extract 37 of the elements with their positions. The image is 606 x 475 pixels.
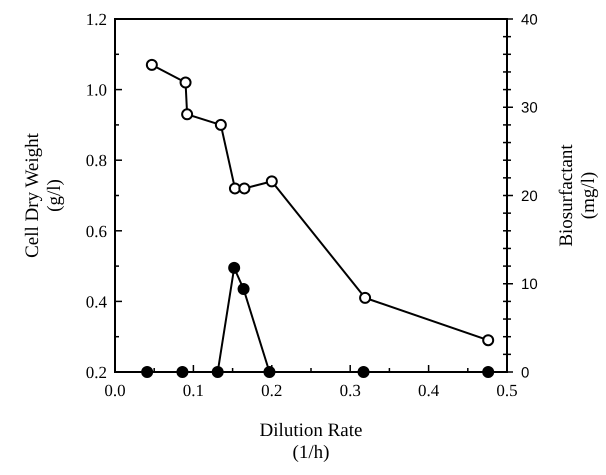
point: [181, 108, 194, 120]
y-tick-label: 1.0: [86, 80, 107, 100]
x-tick-label: 0.4: [418, 381, 440, 400]
point: [482, 366, 494, 378]
point: [228, 182, 241, 194]
point: [263, 366, 276, 378]
point: [146, 58, 158, 71]
x-tick-label: 0.5: [496, 381, 518, 400]
x-tick-label: 0.2: [261, 381, 282, 400]
y-tick-label: 1.2: [86, 10, 107, 29]
y2-axis-title: Biosurfactant (mg/l): [556, 144, 599, 247]
point: [176, 366, 188, 378]
point: [359, 292, 372, 304]
y2-tick-label: 30: [521, 100, 538, 116]
point: [358, 366, 370, 378]
y2-tick-label: 10: [521, 276, 538, 293]
x-axis-title: Dilution Rate (1/h): [260, 420, 362, 463]
point: [266, 175, 278, 188]
point: [214, 118, 227, 131]
point: [228, 262, 240, 274]
y2-tick-label: 0: [521, 364, 530, 382]
y2-tick-label: 40: [521, 11, 538, 28]
point: [238, 182, 250, 194]
y-axis-title: Cell Dry Weight (g/l): [22, 132, 65, 258]
x-tick-label: 0.1: [182, 381, 204, 400]
point: [141, 366, 154, 378]
y-tick-label: 0.8: [86, 151, 107, 170]
x-tick-label: 0.3: [340, 381, 361, 400]
x-tick-label: 0.0: [104, 381, 126, 400]
point: [482, 334, 494, 346]
y-tick-label: 0.4: [86, 292, 108, 312]
y-tick-label: 0.2: [86, 362, 107, 382]
y-tick-label: 0.6: [86, 222, 107, 241]
point: [238, 283, 250, 296]
y2-tick-label: 20: [521, 188, 538, 205]
point: [212, 366, 224, 378]
point: [180, 76, 192, 89]
